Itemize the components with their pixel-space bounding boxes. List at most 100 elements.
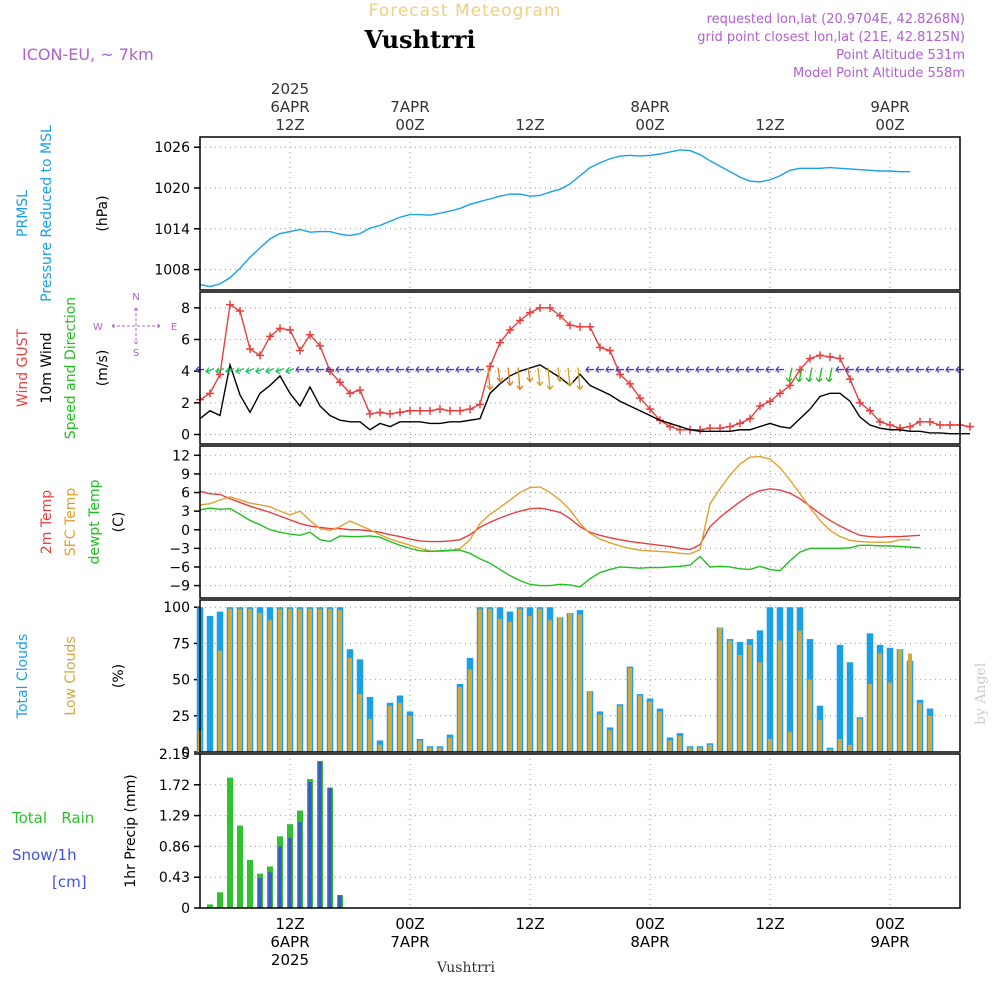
- wind-direction-arrow: [235, 367, 245, 375]
- bar-low-clouds: [598, 714, 602, 752]
- bar-low-clouds: [798, 630, 802, 752]
- wind-direction-arrow: [795, 367, 803, 383]
- gust-marker: [206, 389, 214, 398]
- panel-temp: −9 −6 −3 0 3 6 9 12 2m Temp SFC Temp dewpt Temp (C): [39, 445, 961, 599]
- bar-low-clouds: [348, 657, 352, 752]
- y-axis-label: 2m Temp: [39, 490, 55, 554]
- gust-marker: [296, 346, 304, 355]
- y-axis-label: (hPa): [95, 195, 111, 231]
- wind-direction-arrow: [205, 367, 215, 375]
- bar-total-clouds: [836, 644, 844, 752]
- bar-low-clouds: [688, 747, 692, 752]
- gust-marker: [416, 406, 424, 415]
- gust-marker: [936, 421, 944, 429]
- bar-low-clouds: [608, 730, 612, 752]
- compass-s: S: [133, 348, 139, 359]
- gust-marker: [466, 405, 474, 414]
- wind-direction-arrow: [526, 367, 534, 382]
- gust-marker: [796, 365, 804, 374]
- wind-direction-arrow: [685, 366, 694, 374]
- bar-low-clouds: [778, 640, 782, 752]
- gust-marker: [786, 381, 794, 390]
- gust-marker: [346, 389, 354, 398]
- bar-low-clouds: [768, 738, 772, 752]
- gust-marker: [836, 354, 844, 363]
- bar-low-clouds: [368, 718, 372, 752]
- bar-snow-1h: [258, 877, 262, 908]
- gust-marker: [526, 308, 534, 317]
- y-tick-label: 0: [181, 901, 190, 917]
- time-label-bottom: 00Z: [635, 915, 664, 933]
- gust-marker: [856, 398, 864, 407]
- bar-low-clouds: [748, 644, 752, 752]
- y-tick-label: −6: [169, 560, 190, 576]
- wind-direction-arrow: [225, 367, 235, 375]
- wind-direction-arrow: [715, 366, 724, 374]
- bar-total-rain: [227, 777, 233, 908]
- bar-low-clouds: [888, 682, 892, 752]
- bar-snow-1h: [328, 787, 332, 908]
- bar-low-clouds: [928, 715, 932, 752]
- bar-low-clouds: [868, 683, 872, 752]
- wind-direction-arrow: [215, 367, 225, 375]
- time-label-bottom: 12Z: [755, 915, 784, 933]
- wind-direction-arrow: [865, 366, 874, 374]
- bar-snow-1h: [298, 822, 302, 908]
- y-tick-label: 2: [181, 396, 190, 412]
- wind-direction-arrow: [675, 366, 684, 374]
- wind-direction-arrow: [825, 367, 833, 383]
- wind-direction-arrow: [745, 366, 754, 374]
- bar-low-clouds: [808, 679, 812, 752]
- bar-low-clouds: [498, 618, 502, 752]
- gust-marker: [546, 303, 554, 312]
- bar-low-clouds: [248, 608, 252, 752]
- wind-direction-arrow: [455, 366, 464, 374]
- y-tick-label: 0: [181, 745, 190, 761]
- wind-direction-arrow: [315, 366, 324, 374]
- y-axis-label: Pressure Reduced to MSL: [39, 125, 55, 302]
- bar-low-clouds: [338, 610, 342, 752]
- panel-frame: [199, 136, 961, 291]
- bar-low-clouds: [698, 747, 702, 752]
- panel-frame: [199, 599, 961, 753]
- wind-direction-arrow: [635, 366, 644, 374]
- bar-low-clouds: [788, 731, 792, 752]
- wind-direction-arrow: [245, 367, 255, 375]
- bar-low-clouds: [318, 608, 322, 752]
- gust-marker: [566, 321, 574, 330]
- wind-direction-arrow: [875, 366, 884, 374]
- model-label: ICON-EU, ~ 7km: [22, 45, 154, 64]
- series-line-2m-temp: [199, 488, 921, 551]
- bar-snow-1h: [338, 895, 342, 908]
- y-tick-label: 12: [172, 448, 190, 464]
- wind-direction-arrow: [415, 366, 424, 374]
- y-tick-label: 9: [181, 467, 190, 483]
- y-tick-label: 0.86: [159, 839, 190, 855]
- credit-watermark: by Angel: [973, 662, 989, 725]
- bar-low-clouds: [268, 620, 272, 752]
- wind-direction-arrow: [405, 366, 414, 374]
- y-axis-label: Wind GUST: [15, 328, 31, 407]
- wind-direction-arrow: [945, 366, 954, 374]
- gust-marker: [536, 303, 544, 312]
- bar-low-clouds: [648, 701, 652, 752]
- gust-marker: [406, 406, 414, 415]
- y-axis-label: 10m Wind: [39, 332, 55, 403]
- wind-direction-arrow: [465, 366, 474, 374]
- y-axis-label: (C): [111, 512, 127, 533]
- bar-low-clouds: [328, 608, 332, 752]
- wind-direction-arrow: [765, 366, 774, 374]
- bar-low-clouds: [718, 627, 722, 752]
- bar-total-clouds: [766, 607, 774, 752]
- bar-low-clouds: [218, 650, 222, 752]
- wind-direction-arrow: [905, 366, 914, 374]
- bar-low-clouds: [278, 608, 282, 752]
- gust-marker: [306, 330, 314, 339]
- time-label-top: 2025: [271, 80, 309, 98]
- bar-low-clouds: [468, 669, 472, 752]
- gust-marker: [916, 417, 924, 426]
- y-tick-label: 2.15: [159, 747, 190, 763]
- bar-low-clouds: [678, 736, 682, 752]
- wind-direction-arrow: [295, 366, 304, 374]
